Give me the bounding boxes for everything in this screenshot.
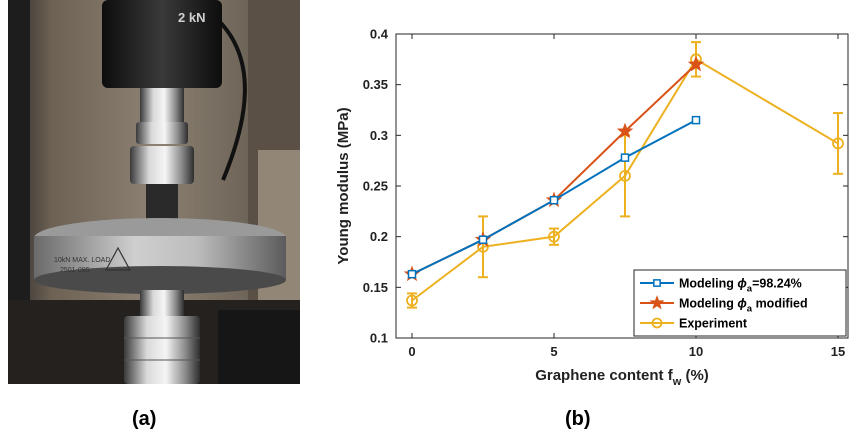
data-point [620, 153, 630, 162]
legend-label: Modeling ϕa=98.24% [679, 277, 802, 295]
load-cell-label: 2 kN [178, 10, 205, 25]
x-tick-label: 0 [408, 344, 415, 359]
legend-entry: Experiment [640, 317, 748, 331]
tensile-test-machine-photo: 2 kN 10kN MAX. LOAD 2501-095 [8, 0, 300, 384]
data-point [478, 235, 488, 244]
tick-labels: 0 5 10 15 0.1 0.15 0.2 0.25 0.3 0.35 0.4 [363, 27, 846, 360]
data-point [548, 230, 560, 243]
legend: Modeling ϕa=98.24%Modeling ϕa modifiedEx… [633, 269, 847, 337]
legend-label-part: Modeling [679, 277, 737, 291]
legend-label: Experiment [679, 317, 748, 331]
plate-text-line1: 10kN MAX. LOAD [54, 257, 110, 264]
legend-label-part: =98.24% [752, 277, 802, 291]
panel-label-a: (a) [132, 408, 157, 430]
series-2 [406, 41, 844, 309]
x-tick-label: 5 [550, 344, 557, 359]
data-point [406, 294, 418, 307]
x-axis-title: Graphene content fw (%) [535, 367, 709, 388]
panel-label-b: (b) [565, 408, 591, 430]
data-point [687, 55, 705, 72]
y-tick-label: 0.4 [370, 27, 389, 42]
legend-label: Modeling ϕa modified [679, 297, 808, 315]
y-tick-label: 0.15 [363, 280, 388, 295]
plate-text-line2: 2501-095 [60, 267, 90, 274]
x-axis-title-sub: w [672, 376, 682, 388]
data-point [616, 122, 634, 139]
legend-label-part: modified [752, 297, 808, 311]
data-point [407, 269, 417, 279]
young-modulus-chart: 0 5 10 15 0.1 0.15 0.2 0.25 0.3 0.35 0.4 Graphene … [335, 27, 849, 388]
y-tick-label: 0.1 [370, 331, 388, 346]
legend-swatch-marker [649, 295, 665, 310]
series-0 [407, 115, 701, 279]
y-tick-label: 0.2 [370, 229, 388, 244]
y-tick-label: 0.3 [370, 128, 388, 143]
legend-label-part: ϕ [737, 297, 746, 311]
legend-swatch-marker [651, 317, 663, 329]
y-tick-label: 0.35 [363, 77, 388, 92]
legend-swatch-marker [653, 279, 661, 287]
legend-label-part: ϕ [737, 277, 746, 291]
legend-entry: Modeling ϕa modified [640, 295, 808, 315]
data-point [619, 169, 631, 182]
legend-label-part: Experiment [679, 317, 748, 331]
y-axis-title: Young modulus (MPa) [335, 107, 352, 264]
x-axis-title-unit: (%) [681, 367, 709, 384]
legend-label-part: Modeling [679, 297, 737, 311]
data-point [691, 115, 701, 125]
y-tick-label: 0.25 [363, 179, 388, 194]
machine-photo-drawing: 2 kN 10kN MAX. LOAD 2501-095 [8, 0, 300, 384]
legend-label-part: a [747, 304, 753, 315]
data-point [549, 195, 559, 205]
series-layer [403, 41, 844, 309]
data-point [832, 137, 844, 150]
legend-entry: Modeling ϕa=98.24% [640, 277, 802, 295]
legend-label-part: a [747, 284, 753, 295]
x-tick-label: 15 [831, 344, 845, 359]
x-axis-title-main: Graphene content f [535, 367, 674, 384]
series-line [411, 57, 839, 302]
x-tick-label: 10 [689, 344, 703, 359]
